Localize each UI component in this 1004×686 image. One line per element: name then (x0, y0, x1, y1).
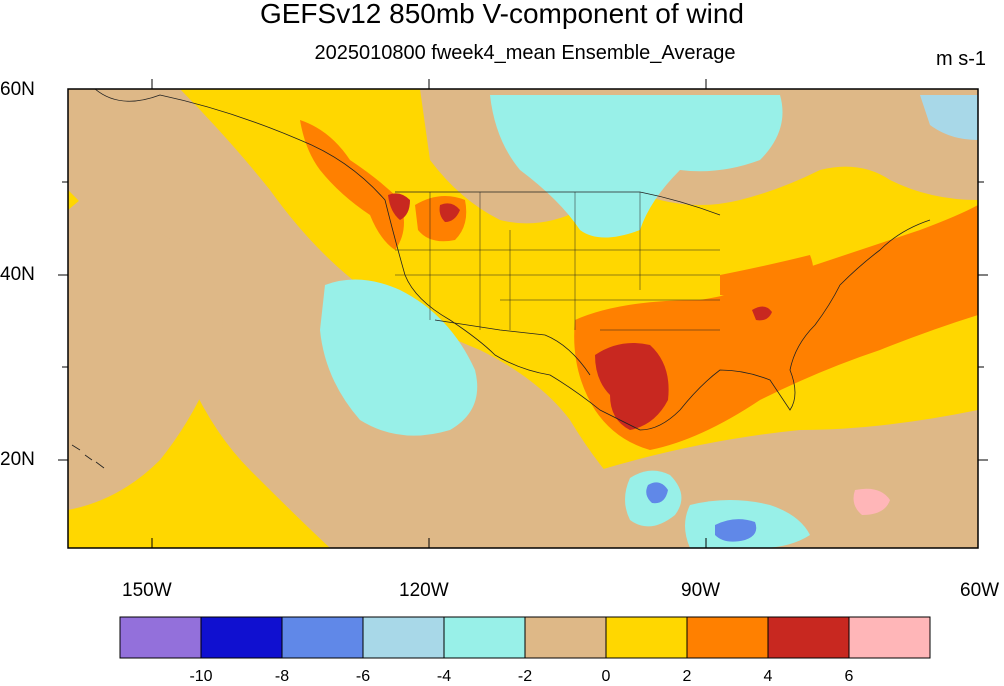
field-2-to-4-east (720, 255, 814, 298)
lat-label-40n: 40N (0, 264, 35, 285)
us-mexico-border (434, 319, 591, 376)
field-neg8-to-neg6-pocket (646, 482, 668, 504)
colorbar-swatch (848, 616, 931, 659)
lat-label-60n: 60N (0, 79, 35, 100)
field-4-to-6-northwest (388, 193, 410, 220)
colorbar-tick-label: -2 (517, 668, 533, 685)
lon-label-150w: 150W (122, 580, 172, 601)
colorbar-tick-label: 4 (763, 668, 773, 685)
colorbar-swatch (281, 616, 364, 659)
map-subtitle: 2025010800 fweek4_mean Ensemble_Average (314, 42, 736, 64)
north-america-coastline (94, 89, 931, 431)
lon-label-90w: 90W (681, 580, 721, 601)
colorbar-tick-label: 6 (844, 668, 854, 685)
axis-ticks (58, 79, 988, 548)
lat-label-20n: 20N (0, 449, 35, 470)
colorbar-swatch (200, 616, 283, 659)
contour-fill-layer (68, 89, 978, 548)
colorbar-swatch (362, 616, 445, 659)
field-neg4-to-neg2-baja (320, 279, 478, 436)
field-2-to-4-southeast-band (574, 205, 978, 450)
field-6-plus-patch (853, 488, 890, 515)
colorbar-tick-label: -4 (436, 668, 452, 685)
colorbar-swatch (767, 616, 850, 659)
colorbar-swatch (686, 616, 769, 659)
field-neg2-to-0-southwest (68, 200, 223, 510)
units-label: m s-1 (936, 48, 986, 70)
map-title: GEFSv12 850mb V-component of wind (259, 0, 745, 29)
field-neg6-to-neg4-northeast (920, 95, 978, 140)
colorbar-tick-label: -10 (189, 668, 213, 685)
field-2-to-4-montana (415, 196, 467, 242)
colorbar-swatch (524, 616, 607, 659)
field-4-to-6-texas (595, 342, 669, 430)
field-4-to-6-appalachia (752, 306, 772, 321)
colorbar-tick-label: 0 (601, 668, 611, 685)
field-4-to-6-montana (439, 203, 460, 222)
colorbar-swatch (605, 616, 688, 659)
state-grid-sample (395, 192, 720, 331)
map-frame (67, 88, 979, 549)
colorbar-tick-label: -6 (355, 668, 371, 685)
field-neg8-to-neg6-pocket-2 (715, 519, 757, 542)
lon-label-60w: 60W (960, 580, 1000, 601)
colorbar-tick-label: -8 (274, 668, 290, 685)
field-neg4-to-neg2-north (490, 95, 783, 238)
hawaii-islands (71, 444, 105, 469)
lon-label-120w: 120W (399, 580, 449, 601)
coastlines-layer (71, 89, 931, 469)
colorbar-swatch (443, 616, 526, 659)
us-canada-border (395, 191, 721, 216)
colorbar-tick-label: 2 (682, 668, 692, 685)
colorbar-swatch (119, 616, 202, 659)
colorbar (119, 616, 931, 659)
